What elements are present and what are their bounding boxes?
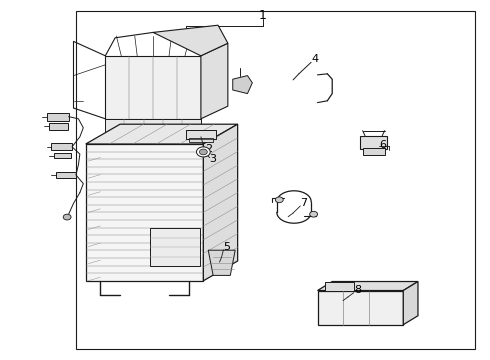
Text: 2: 2 xyxy=(205,144,212,154)
Bar xyxy=(189,138,213,142)
Text: 4: 4 xyxy=(311,54,318,64)
Polygon shape xyxy=(403,282,418,325)
Polygon shape xyxy=(86,124,238,144)
Circle shape xyxy=(199,149,207,155)
Text: 6: 6 xyxy=(380,140,387,150)
Bar xyxy=(56,172,76,178)
Polygon shape xyxy=(153,25,228,56)
Text: 3: 3 xyxy=(209,154,216,164)
Polygon shape xyxy=(233,76,252,94)
Polygon shape xyxy=(318,282,418,291)
Bar xyxy=(51,143,72,150)
Circle shape xyxy=(310,211,318,217)
Bar xyxy=(150,228,200,266)
Circle shape xyxy=(196,147,210,157)
Polygon shape xyxy=(86,144,203,281)
Bar xyxy=(360,136,387,149)
Bar xyxy=(105,119,201,140)
Bar xyxy=(47,113,69,121)
Polygon shape xyxy=(201,43,228,119)
Bar xyxy=(325,282,354,291)
Circle shape xyxy=(275,197,283,203)
Text: 1: 1 xyxy=(259,9,267,22)
Bar xyxy=(49,123,68,130)
Text: 7: 7 xyxy=(300,198,307,208)
Bar xyxy=(186,130,216,139)
Circle shape xyxy=(63,214,71,220)
Text: 5: 5 xyxy=(223,242,230,252)
Polygon shape xyxy=(208,250,235,275)
Polygon shape xyxy=(318,291,403,325)
Bar xyxy=(76,11,475,349)
Bar xyxy=(363,148,385,155)
Bar xyxy=(54,153,71,158)
Polygon shape xyxy=(203,124,238,281)
Polygon shape xyxy=(105,56,201,119)
Text: 8: 8 xyxy=(354,285,361,295)
